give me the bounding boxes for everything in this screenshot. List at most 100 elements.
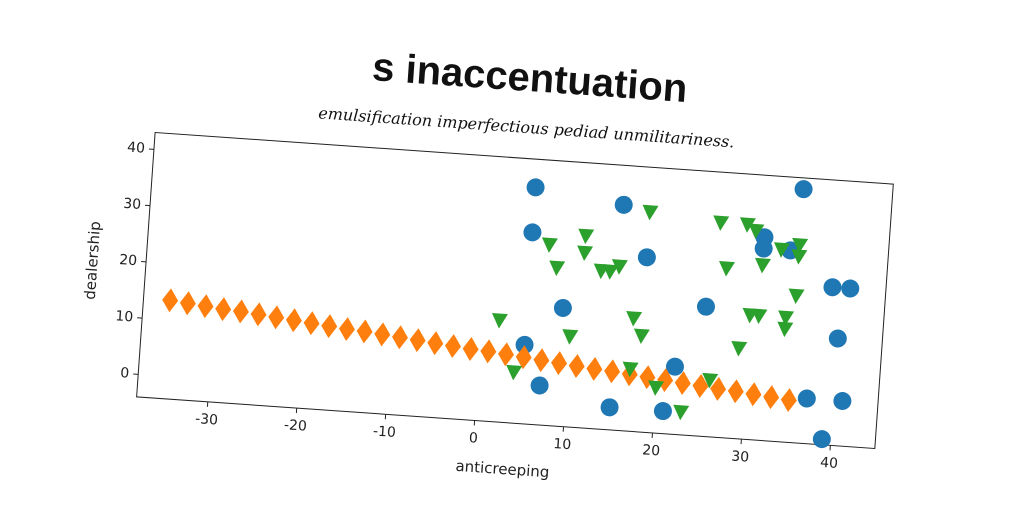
point [515, 335, 534, 354]
point [462, 337, 479, 361]
y-tick-label: 20 [119, 252, 138, 269]
chart-title: s inaccentuation [371, 45, 689, 111]
point [622, 361, 639, 378]
point [713, 215, 730, 231]
point [250, 302, 267, 327]
point [553, 298, 572, 317]
point [731, 341, 748, 357]
point [303, 311, 320, 336]
point [719, 261, 735, 277]
y-tick-label: 0 [120, 365, 130, 382]
point [215, 297, 232, 322]
point [321, 314, 338, 339]
point [498, 342, 515, 367]
x-tick-label: 10 [553, 436, 572, 453]
point [391, 325, 408, 350]
x-tick-label: -30 [195, 411, 219, 429]
point [551, 351, 568, 376]
y-tick-label: 30 [123, 196, 142, 213]
point [626, 311, 643, 327]
x-tick-label: 40 [820, 455, 839, 472]
rotated-chart: s inaccentuation emulsification imperfec… [81, 45, 894, 482]
point [179, 291, 196, 316]
point [578, 228, 595, 245]
point [568, 354, 585, 379]
point [604, 359, 621, 384]
point [232, 299, 249, 324]
point [754, 239, 773, 258]
point [639, 365, 656, 390]
point [356, 319, 373, 344]
point [696, 297, 715, 316]
point [633, 328, 650, 345]
point [833, 392, 852, 411]
x-tick-label: 30 [731, 449, 750, 466]
point [409, 328, 426, 353]
plot-frame [136, 131, 894, 450]
point [602, 264, 619, 280]
point [702, 372, 719, 389]
point [515, 345, 532, 370]
point [780, 388, 797, 413]
x-tick-label: 0 [468, 430, 478, 447]
point [285, 308, 302, 333]
chart-subtitle: emulsification imperfectious pediad unmi… [318, 103, 735, 151]
point [692, 374, 709, 398]
point [577, 245, 594, 261]
point [778, 310, 795, 326]
point [480, 339, 497, 364]
point [823, 278, 842, 297]
point [526, 178, 545, 197]
point [665, 357, 684, 376]
point [812, 430, 831, 449]
point [841, 279, 860, 298]
point [445, 334, 461, 359]
y-axis-label: dealership [81, 221, 104, 301]
point [268, 305, 285, 330]
point [797, 389, 816, 408]
point [748, 223, 765, 240]
point [338, 317, 355, 342]
point [611, 259, 628, 275]
point [162, 288, 179, 313]
point [763, 385, 780, 410]
point [562, 329, 579, 345]
point [788, 288, 805, 305]
y-tick-label: 10 [115, 308, 134, 325]
point [541, 237, 558, 253]
x-tick-label: -10 [372, 423, 396, 441]
point [755, 257, 771, 274]
point [197, 294, 214, 319]
point [739, 217, 756, 233]
point [792, 237, 809, 254]
x-tick-label: 20 [642, 442, 661, 459]
x-axis-label: anticreeping [455, 457, 550, 482]
point [614, 195, 633, 214]
point [533, 348, 550, 373]
point [648, 380, 665, 396]
point [530, 376, 549, 395]
point [642, 204, 659, 221]
point [791, 249, 808, 265]
y-tick-label: 40 [127, 140, 146, 157]
point [523, 223, 542, 242]
point [751, 308, 768, 325]
point [828, 329, 847, 348]
point [777, 321, 794, 338]
point [637, 248, 656, 267]
point [653, 402, 672, 421]
point [427, 331, 444, 356]
point [374, 322, 391, 347]
point [727, 379, 744, 404]
point [549, 260, 566, 276]
x-tick-label: -20 [283, 417, 307, 435]
point [674, 371, 691, 396]
point [586, 356, 603, 381]
point [745, 382, 762, 407]
point [673, 404, 690, 421]
point [506, 364, 523, 381]
point [773, 242, 790, 258]
point [491, 312, 508, 329]
point [794, 180, 813, 199]
